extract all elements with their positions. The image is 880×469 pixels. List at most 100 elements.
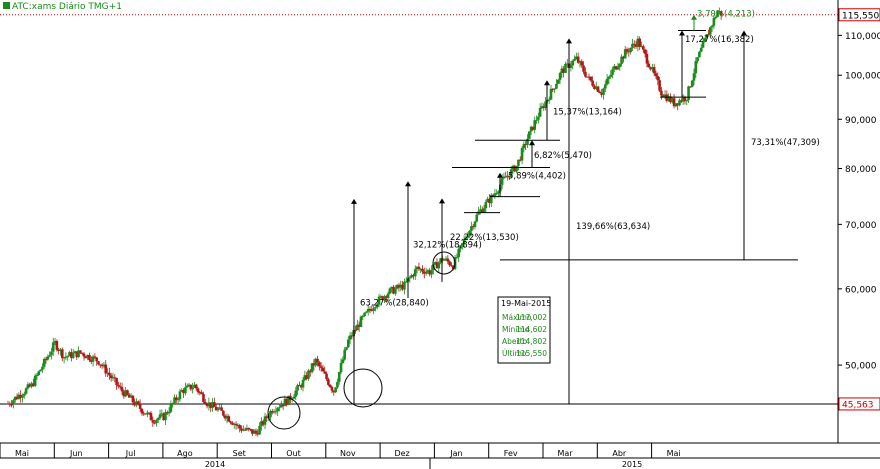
candle-body (176, 399, 180, 401)
candle-body (459, 245, 462, 249)
y-tick-label: 110,000 (845, 32, 880, 42)
candle-body (692, 73, 696, 81)
measure-arrow-head (351, 198, 357, 204)
candle-body (413, 269, 417, 277)
candle-body (401, 284, 404, 290)
candle-body (517, 159, 520, 166)
candle-body (404, 281, 408, 283)
candle-body (652, 67, 656, 74)
candle-body (580, 61, 584, 66)
candle-body (356, 324, 359, 331)
x-tick-label: Dez (394, 449, 409, 458)
candle-body (198, 392, 202, 394)
candle-body (392, 286, 395, 294)
candle-body (106, 372, 109, 374)
candle-body (252, 430, 256, 434)
x-tick-label: Abr (612, 449, 627, 458)
candle-body (220, 407, 223, 411)
y-tick-label: 70,000 (845, 221, 877, 231)
candle-body (419, 268, 422, 270)
candle-body (30, 383, 33, 387)
candle-body (547, 99, 551, 101)
candle-body (515, 165, 518, 172)
candle-body (629, 47, 632, 53)
candle-body (242, 429, 245, 431)
candle-body (48, 355, 51, 357)
last-price-badge (838, 8, 880, 22)
candle-body (696, 57, 699, 62)
measure-arrow-head (544, 80, 550, 86)
candle-body (651, 67, 654, 70)
info-box-row-value: 117,002 (516, 313, 547, 322)
x-tick-label: Fev (504, 449, 518, 458)
info-box-row-label: Mínimo (502, 325, 530, 334)
candle-body (502, 176, 506, 179)
candle-body (42, 358, 46, 367)
candle-body (701, 41, 705, 48)
candle-body (504, 176, 508, 178)
candle-body (135, 401, 138, 406)
info-box-date: 19-Mai-2015 (501, 299, 551, 308)
measure-arrow-head (566, 38, 572, 44)
candle-body (46, 356, 50, 360)
candle-body (247, 427, 251, 429)
candle-body (689, 86, 692, 88)
candle-body (144, 413, 147, 415)
candle-body (213, 402, 216, 407)
candle-body (587, 76, 591, 78)
candle-body (218, 407, 222, 409)
x-tick-label: Mai (667, 449, 681, 458)
candle-body (417, 266, 421, 269)
candle-body (553, 88, 556, 90)
candle-body (486, 198, 489, 203)
candle-body (482, 208, 486, 213)
candle-body (118, 386, 122, 388)
candle-body (518, 159, 522, 161)
candle-body (10, 404, 13, 406)
candle-body (327, 379, 330, 385)
candle-body (285, 398, 289, 406)
measure-label: 63,27%(28,840) (360, 298, 429, 308)
candle-body (562, 68, 565, 73)
candle-body (109, 375, 113, 379)
candle-body (249, 428, 252, 430)
candle-body (124, 390, 127, 397)
candle-body (708, 27, 712, 35)
candle-body (149, 412, 153, 421)
candle-body (464, 237, 468, 240)
candle-body (714, 17, 718, 19)
candle-body (243, 429, 247, 431)
candle-body (716, 11, 719, 18)
chart-title-icon (3, 2, 10, 9)
candle-body (70, 352, 73, 358)
candle-body (75, 351, 79, 358)
candle-body (377, 296, 381, 305)
candle-body (613, 66, 616, 70)
candle-body (495, 193, 498, 195)
candle-body (238, 425, 241, 429)
candle-body (66, 356, 70, 358)
candle-body (575, 56, 578, 60)
info-box (497, 296, 551, 364)
candle-body (719, 11, 723, 16)
candle-body (468, 230, 471, 237)
candle-body (156, 418, 160, 420)
candle-body (129, 395, 133, 398)
candle-body (256, 433, 260, 435)
measure-arrow-head (497, 172, 503, 178)
candle-body (508, 175, 511, 178)
candle-body (375, 304, 379, 308)
candle-body (663, 94, 667, 98)
candle-body (185, 385, 189, 388)
candle-body (620, 56, 623, 64)
candle-body (531, 126, 535, 130)
candle-body (153, 422, 156, 424)
candle-body (683, 97, 687, 101)
candle-body (383, 296, 386, 301)
chart-title: ATC:xams Diário TMG+1 (12, 2, 122, 12)
x-tick-label: Set (233, 449, 246, 458)
candle-body (462, 239, 466, 244)
candle-body (665, 94, 669, 102)
candle-body (339, 362, 343, 373)
